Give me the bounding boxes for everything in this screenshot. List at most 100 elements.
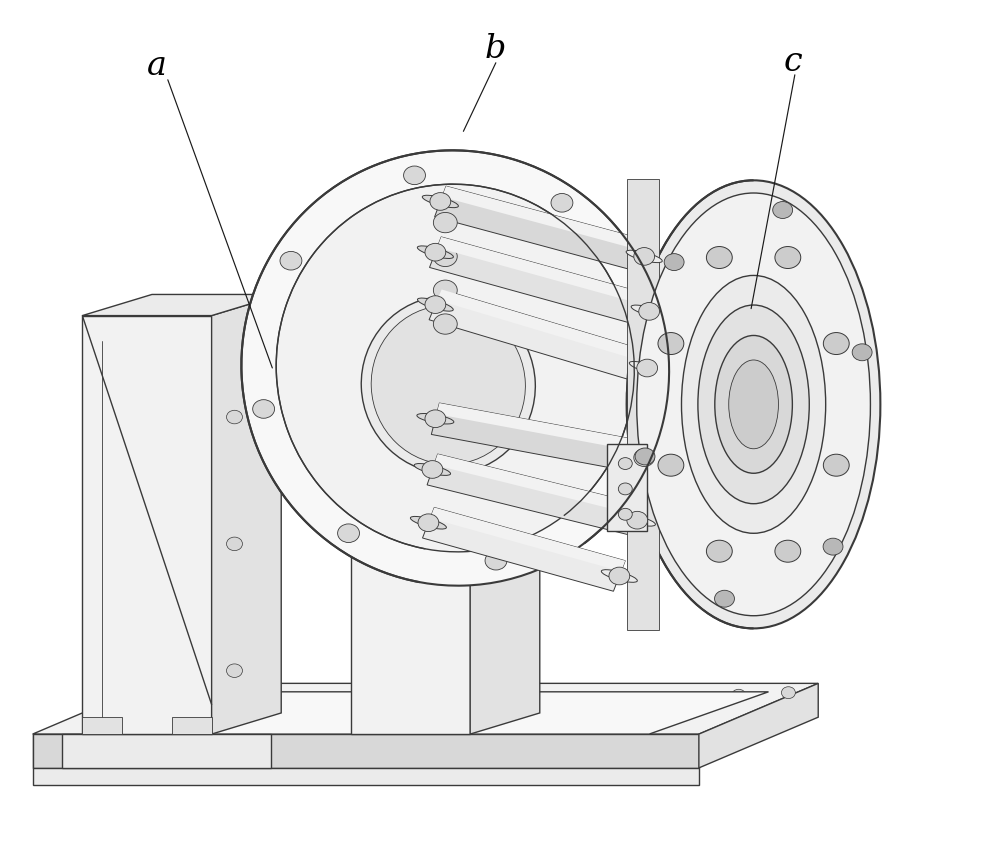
- Ellipse shape: [414, 464, 451, 476]
- Circle shape: [609, 567, 630, 585]
- Ellipse shape: [637, 193, 870, 616]
- Circle shape: [433, 246, 457, 266]
- Polygon shape: [102, 692, 769, 734]
- Circle shape: [430, 192, 451, 210]
- Circle shape: [775, 247, 801, 269]
- Text: b: b: [484, 33, 506, 66]
- Polygon shape: [431, 403, 648, 473]
- Circle shape: [433, 280, 457, 300]
- Circle shape: [652, 694, 666, 705]
- Circle shape: [227, 537, 242, 551]
- Polygon shape: [430, 507, 625, 571]
- Polygon shape: [33, 734, 699, 768]
- Circle shape: [95, 711, 109, 723]
- Ellipse shape: [619, 514, 655, 526]
- Ellipse shape: [626, 250, 662, 263]
- Ellipse shape: [371, 306, 525, 465]
- Polygon shape: [351, 501, 540, 523]
- Polygon shape: [437, 237, 655, 306]
- Circle shape: [781, 687, 795, 699]
- Circle shape: [618, 483, 632, 494]
- Polygon shape: [427, 454, 643, 535]
- Circle shape: [706, 540, 732, 563]
- Circle shape: [715, 591, 734, 607]
- Polygon shape: [423, 507, 625, 591]
- Ellipse shape: [417, 414, 454, 424]
- Circle shape: [425, 296, 446, 313]
- Polygon shape: [351, 523, 470, 734]
- Circle shape: [551, 193, 573, 212]
- Circle shape: [639, 302, 660, 320]
- Circle shape: [433, 314, 457, 334]
- Ellipse shape: [417, 246, 453, 259]
- Circle shape: [563, 697, 577, 709]
- Circle shape: [634, 248, 655, 266]
- Circle shape: [433, 213, 457, 232]
- Polygon shape: [435, 186, 650, 271]
- Polygon shape: [437, 403, 648, 453]
- Ellipse shape: [681, 276, 826, 534]
- Polygon shape: [33, 683, 818, 734]
- Ellipse shape: [601, 569, 637, 582]
- Circle shape: [775, 540, 801, 563]
- Circle shape: [338, 524, 359, 543]
- Circle shape: [773, 202, 793, 219]
- Circle shape: [658, 333, 684, 355]
- Circle shape: [618, 458, 632, 470]
- Circle shape: [635, 448, 655, 465]
- Circle shape: [732, 689, 746, 701]
- Circle shape: [658, 454, 684, 477]
- Polygon shape: [627, 179, 659, 630]
- Circle shape: [280, 251, 302, 270]
- Circle shape: [324, 705, 338, 717]
- Ellipse shape: [410, 517, 446, 529]
- Circle shape: [418, 514, 439, 532]
- Polygon shape: [82, 717, 122, 734]
- Ellipse shape: [631, 306, 667, 317]
- Ellipse shape: [627, 180, 880, 628]
- Circle shape: [823, 538, 843, 555]
- Circle shape: [227, 410, 242, 424]
- Polygon shape: [33, 768, 699, 785]
- Circle shape: [425, 243, 446, 261]
- Circle shape: [664, 254, 684, 271]
- Polygon shape: [434, 454, 643, 516]
- Polygon shape: [62, 734, 271, 768]
- Circle shape: [823, 333, 849, 355]
- Circle shape: [706, 247, 732, 269]
- Polygon shape: [429, 289, 653, 383]
- Circle shape: [627, 511, 648, 529]
- Circle shape: [823, 454, 849, 477]
- Circle shape: [852, 344, 872, 361]
- Text: c: c: [784, 46, 803, 78]
- Polygon shape: [212, 294, 281, 734]
- Circle shape: [253, 400, 275, 418]
- Circle shape: [634, 448, 655, 466]
- Ellipse shape: [698, 305, 809, 504]
- Ellipse shape: [422, 195, 458, 208]
- Circle shape: [227, 664, 242, 677]
- Circle shape: [404, 166, 425, 185]
- Circle shape: [425, 410, 446, 427]
- Circle shape: [636, 317, 658, 336]
- Polygon shape: [699, 683, 818, 768]
- Circle shape: [195, 709, 209, 721]
- Polygon shape: [437, 289, 653, 363]
- Polygon shape: [82, 316, 212, 734]
- Circle shape: [637, 359, 658, 377]
- Text: a: a: [147, 50, 167, 83]
- Ellipse shape: [626, 453, 663, 463]
- Polygon shape: [82, 294, 281, 316]
- Ellipse shape: [729, 360, 778, 448]
- Ellipse shape: [361, 296, 535, 474]
- Polygon shape: [470, 501, 540, 734]
- Circle shape: [609, 466, 630, 484]
- Circle shape: [618, 508, 632, 520]
- Polygon shape: [172, 717, 212, 734]
- Polygon shape: [430, 237, 655, 327]
- Circle shape: [453, 700, 467, 712]
- Ellipse shape: [417, 298, 453, 311]
- Circle shape: [485, 551, 507, 570]
- Ellipse shape: [241, 151, 669, 585]
- Polygon shape: [607, 444, 647, 531]
